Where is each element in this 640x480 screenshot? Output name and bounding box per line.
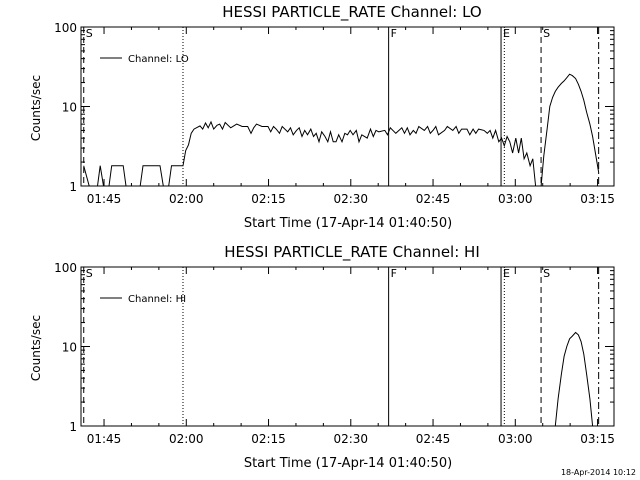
hi-x-tick-label: 03:15 [580,432,615,446]
hi-x-tick-label: 02:30 [333,432,368,446]
lo-chart-title: HESSI PARTICLE_RATE Channel: LO [222,3,481,22]
lo-marker-flag: F [391,27,397,40]
hi-marker-flag: F [391,267,397,280]
lo-y-tick-label: 10 [62,101,77,115]
hi-series-line [554,331,594,426]
lo-y-tick-label: 100 [54,21,77,35]
hi-marker-flag: S [86,267,93,280]
lo-x-tick-label: 02:30 [333,192,368,206]
lo-y-tick-label: 1 [69,180,77,194]
lo-x-tick-label: 02:00 [169,192,204,206]
hi-x-axis-label: Start Time (17-Apr-14 01:40:50) [244,456,452,471]
lo-marker-flag: S [86,27,93,40]
hi-x-tick-label: 02:15 [251,432,286,446]
hi-y-tick-label: 1 [69,420,77,434]
lo-x-axis-label: Start Time (17-Apr-14 01:40:50) [244,216,452,231]
lo-plot-frame [80,26,615,187]
generation-timestamp: 18-Apr-2014 10:12 [561,468,636,477]
hi-y-tick-label: 10 [62,341,77,355]
hi-marker-flag: E [503,267,510,280]
lo-x-tick-label: 01:45 [87,192,122,206]
lo-y-axis-label: Counts/sec [29,75,43,141]
lo-x-tick-label: 03:00 [498,192,533,206]
hi-x-tick-label: 02:45 [416,432,451,446]
hi-y-axis-label: Counts/sec [29,315,43,381]
hi-x-tick-label: 01:45 [87,432,122,446]
hi-channel-panel: HESSI PARTICLE_RATE Channel: HI Start Ti… [29,243,615,471]
hi-plot-frame [80,266,615,427]
hi-chart-title: HESSI PARTICLE_RATE Channel: HI [224,243,480,262]
lo-x-tick-label: 02:15 [251,192,286,206]
lo-series-line [83,73,600,186]
lo-marker-flag: E [503,27,510,40]
lo-x-tick-label: 02:45 [416,192,451,206]
hi-marker-flag: S [543,267,550,280]
lo-legend-label: Channel: LO [128,54,189,65]
lo-x-tick-label: 03:15 [580,192,615,206]
hi-y-tick-label: 100 [54,261,77,275]
hi-x-tick-label: 03:00 [498,432,533,446]
lo-channel-panel: HESSI PARTICLE_RATE Channel: LO Start Ti… [29,3,615,231]
lo-marker-flag: S [543,27,550,40]
hi-legend-label: Channel: HI [128,294,186,305]
hi-x-tick-label: 02:00 [169,432,204,446]
